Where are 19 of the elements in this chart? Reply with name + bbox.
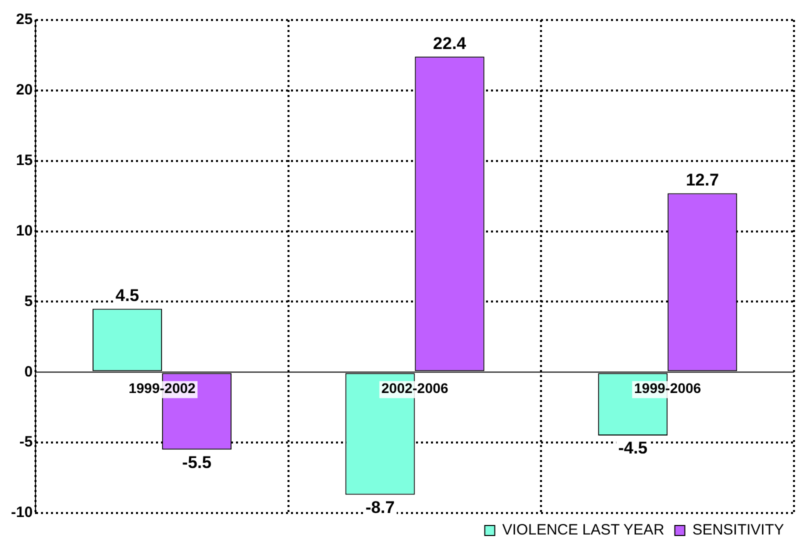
data-label: 12.7	[686, 170, 719, 190]
data-label: 4.5	[115, 286, 140, 305]
y-tick-label: 5	[24, 292, 33, 310]
data-label: -8.7	[365, 498, 395, 517]
y-tick-label: 10	[16, 222, 33, 240]
legend-label: VIOLENCE LAST YEAR	[502, 522, 664, 539]
x-tick-label: 2002-2006	[381, 380, 449, 396]
y-tick-label: -5	[19, 434, 33, 451]
y-tick-label: 0	[24, 363, 33, 380]
x-tick-label: 1999-2002	[128, 380, 196, 396]
y-tick-label: 15	[16, 152, 33, 169]
y-tick-label: -10	[10, 504, 33, 522]
y-tick-label: 20	[16, 82, 33, 99]
x-tick-label: 1999-2006	[634, 380, 702, 396]
data-label: 22.4	[433, 34, 467, 53]
data-label: -5.5	[182, 452, 212, 472]
legend-label: SENSITIVITY	[692, 522, 784, 539]
data-label: -4.5	[618, 438, 648, 458]
y-tick-label: 25	[16, 11, 33, 28]
